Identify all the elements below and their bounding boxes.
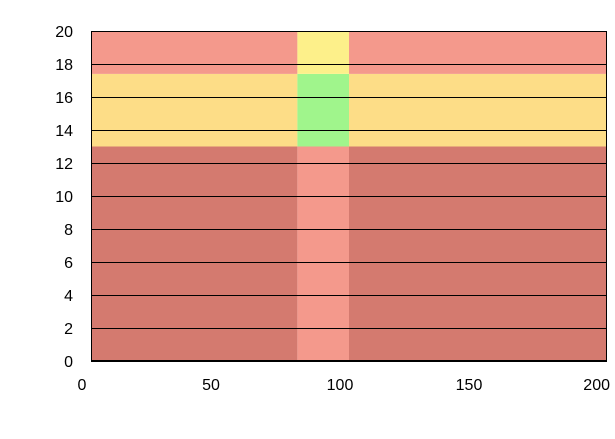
plot-frame <box>91 31 607 361</box>
y-tick-label-12: 12 <box>55 156 73 173</box>
y-tick-label-4: 4 <box>64 288 73 305</box>
x-axis: 0 50 100 150 200 <box>78 377 611 394</box>
heatmap-cell-r2-c2 <box>349 31 607 74</box>
heatmap-cell-r0-c1 <box>297 146 349 361</box>
heatmap-cell-r0-c0 <box>91 146 298 361</box>
heatmap-cell-r2-c0 <box>91 31 298 74</box>
heatmap-cell-r0-c2 <box>349 146 607 361</box>
y-tick-label-16: 16 <box>55 90 73 107</box>
y-tick-label-14: 14 <box>55 123 73 140</box>
y-tick-label-20: 20 <box>55 24 73 41</box>
heatmap-cell-r1-c1 <box>297 73 349 147</box>
y-tick-label-0: 0 <box>64 354 73 371</box>
y-tick-label-8: 8 <box>64 222 73 239</box>
heatmap-cells <box>91 31 607 361</box>
x-tick-label-100: 100 <box>327 377 354 394</box>
y-tick-label-18: 18 <box>55 57 73 74</box>
y-tick-label-2: 2 <box>64 321 73 338</box>
y-tick-label-6: 6 <box>64 255 73 272</box>
y-tick-label-10: 10 <box>55 189 73 206</box>
x-tick-label-50: 50 <box>202 377 220 394</box>
heatmap-cell-r1-c2 <box>349 73 607 147</box>
x-tick-label-150: 150 <box>456 377 483 394</box>
heatmap-cell-r2-c1 <box>297 31 349 74</box>
x-tick-label-200: 200 <box>583 377 610 394</box>
y-axis: 0 2 4 6 8 10 12 14 16 18 20 <box>55 24 73 371</box>
x-tick-label-0: 0 <box>78 377 87 394</box>
heatmap-cell-r1-c0 <box>91 73 298 147</box>
